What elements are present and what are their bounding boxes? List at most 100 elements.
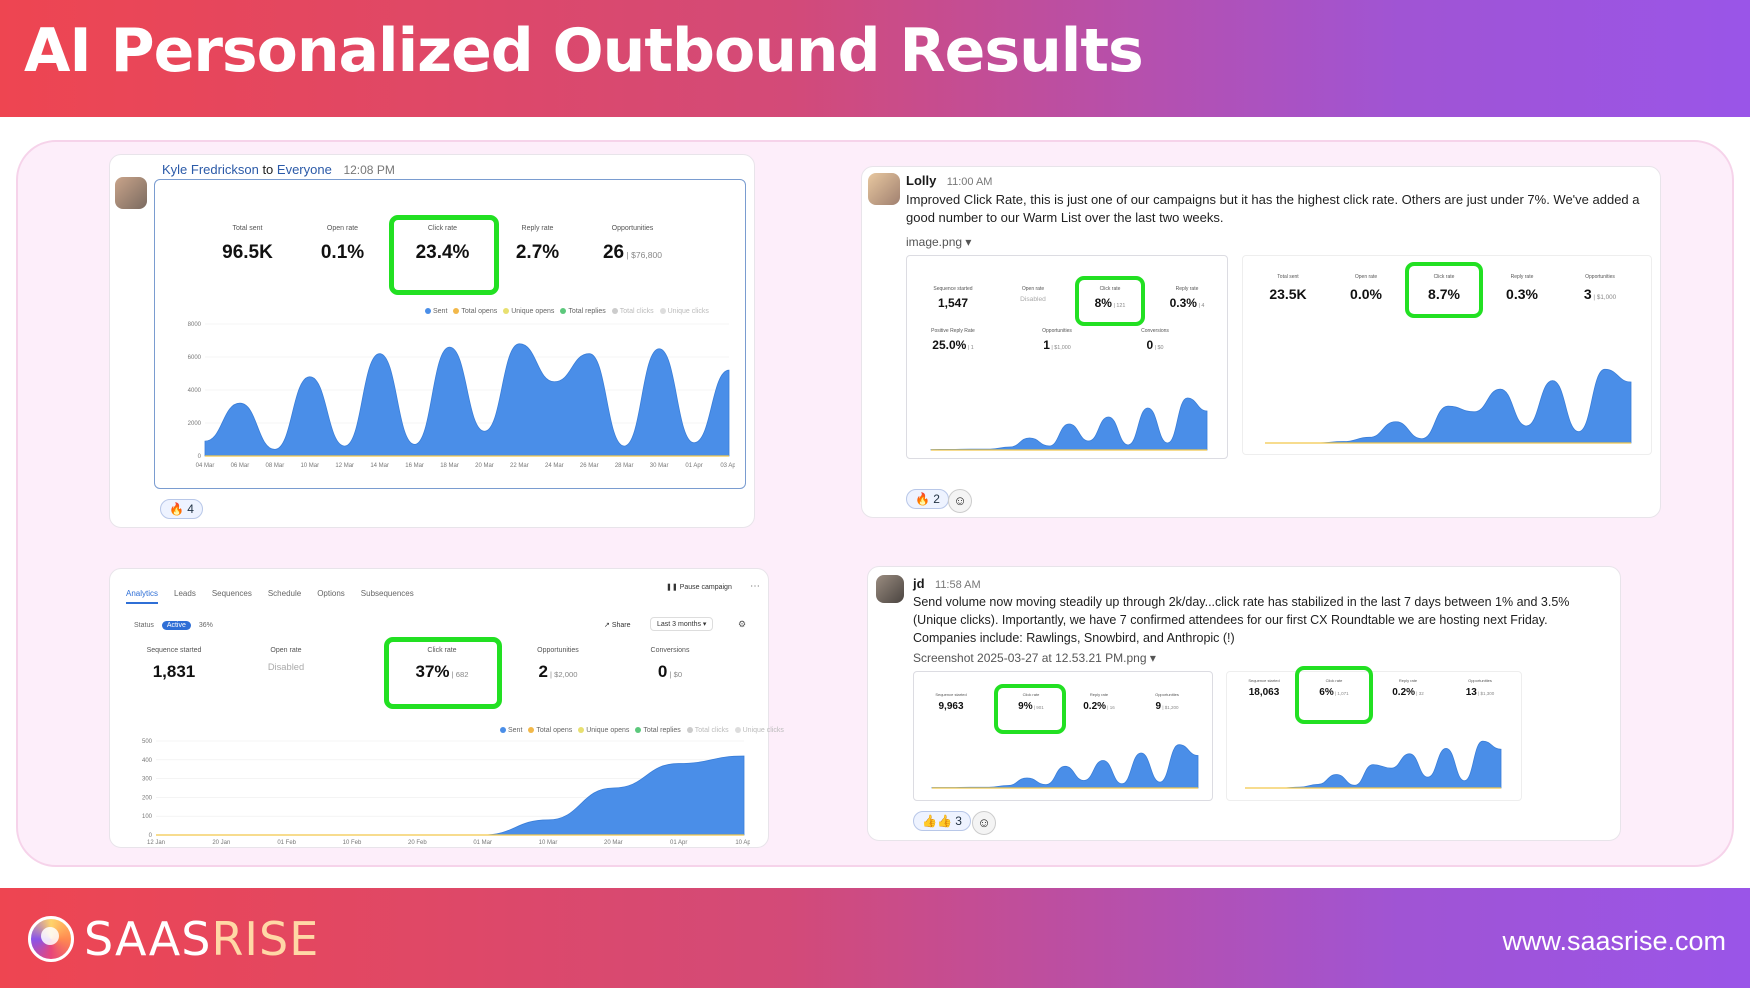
analytics-screenshot-left[interactable]: Sequence started 9,963 Click rate 9% | 901 R…: [913, 671, 1213, 801]
share-button[interactable]: ↗ Share: [604, 622, 631, 629]
metric-reply-rate: Reply rate 2.7%: [490, 225, 585, 264]
more-icon[interactable]: ⋯: [750, 581, 760, 592]
x-tick-label: 14 Mar: [370, 463, 389, 469]
metric-label: Total sent: [1277, 274, 1299, 280]
legend-total-clicks[interactable]: Total clicks: [686, 727, 729, 734]
analytics-screenshot[interactable]: Total sent 96.5K Open rate 0.1% Click rate 23…: [154, 179, 746, 489]
x-tick-label: 26 Mar: [580, 463, 599, 469]
sent-area-chart: 0 100 200 300 400 500 12 Jan 20 Jan 01 Feb 10 Feb…: [142, 739, 750, 846]
metric-sub: | 16: [1106, 705, 1115, 710]
metric-value: 6% | 1,071: [1319, 687, 1349, 698]
metric-label: Conversions: [650, 647, 690, 654]
avatar: [868, 173, 900, 205]
analytics-screenshot-right[interactable]: Total sent 23.5K Open rate 0.0% Click rate 8.…: [1242, 255, 1652, 455]
y-tick-label: 200: [142, 795, 153, 801]
metric-conversions: Conversions 0 | $0: [1115, 328, 1195, 352]
metric-value: 3 | $1,000: [1583, 286, 1617, 302]
metric-label: Click rate: [1099, 286, 1121, 292]
tab-analytics[interactable]: Analytics: [126, 589, 159, 604]
x-tick-label: 01 Apr: [670, 840, 687, 846]
sent-area-chart: [930, 397, 1208, 451]
click-rate-highlight: [1405, 262, 1483, 318]
y-tick-label: 500: [142, 739, 153, 745]
add-reaction-icon[interactable]: ☺: [972, 811, 996, 835]
legend-unique-clicks[interactable]: Unique clicks: [734, 727, 784, 734]
thumbs-up-reaction[interactable]: 👍👍 3: [913, 811, 971, 831]
tab-subsequences[interactable]: Subsequences: [360, 589, 414, 598]
metric-value: 1,831: [152, 662, 196, 681]
legend-sent[interactable]: Sent: [425, 308, 447, 315]
legend-total-replies[interactable]: Total replies: [560, 308, 606, 315]
pause-campaign-button[interactable]: ❚❚ Pause campaign: [666, 584, 732, 591]
add-reaction-icon[interactable]: ☺: [948, 489, 972, 513]
pause-icon: ❚❚: [666, 584, 680, 591]
tab-schedule[interactable]: Schedule: [267, 589, 302, 598]
date-range-select[interactable]: Last 3 months ▾: [650, 617, 714, 631]
metric-click-rate: Click rate 6% | 1,071: [1299, 678, 1369, 698]
y-tick-label: 8000: [188, 322, 202, 328]
attachment-name[interactable]: Screenshot 2025-03-27 at 12.53.21 PM.png…: [913, 651, 1156, 665]
tab-options[interactable]: Options: [317, 589, 345, 598]
x-tick-label: 16 Mar: [405, 463, 424, 469]
x-tick-label: 20 Feb: [408, 840, 427, 846]
metric-positive-reply-rate: Positive Reply Rate 25.0% | 1: [913, 328, 993, 352]
tab-leads[interactable]: Leads: [174, 589, 196, 598]
metric-value: 0 | $0: [657, 662, 683, 681]
metric-label: Reply rate: [1398, 678, 1418, 683]
metric-value: 0.3%: [1506, 286, 1538, 302]
metric-value: 9 | $1,200: [1155, 701, 1179, 712]
metric-sub: | 682: [449, 670, 469, 679]
chevron-down-icon[interactable]: ▾: [1149, 651, 1156, 665]
metric-value: 0.0%: [1350, 286, 1382, 302]
analytics-screenshot-right[interactable]: Sequence started 18,063 Click rate 6% | 1,0…: [1226, 666, 1522, 801]
legend-total-opens[interactable]: Total opens: [453, 308, 497, 315]
x-tick-label: 10 Apr: [735, 840, 750, 846]
x-tick-label: 10 Mar: [539, 840, 558, 846]
sent-area-chart: 0 2000 4000 6000 8000 04 Mar 06 Mar 08 Mar 10 Ma…: [188, 322, 735, 469]
attachment-name[interactable]: image.png ▾: [906, 235, 972, 249]
metric-label: Click rate: [427, 225, 458, 232]
metric-label: Reply rate: [1089, 692, 1109, 697]
website-url[interactable]: www.saasrise.com: [1502, 926, 1726, 956]
metric-sub: | 4: [1196, 303, 1205, 309]
author-name[interactable]: Kyle Fredrickson: [162, 162, 259, 177]
metric-label: Reply rate: [1510, 274, 1534, 280]
metric-click-rate: Click rate 23.4%: [395, 225, 490, 264]
avatar: [115, 177, 147, 209]
legend-total-clicks[interactable]: Total clicks: [611, 308, 654, 315]
metric-label: Opportunities: [1042, 328, 1072, 334]
metric-value: 0.1%: [320, 242, 365, 263]
metric-sub: | 1: [966, 345, 974, 351]
x-tick-label: 20 Mar: [604, 840, 623, 846]
metric-label: Reply rate: [1175, 286, 1199, 292]
campaign-analytics: Analytics Leads Sequences Schedule Options Su…: [109, 568, 784, 848]
metric-sub: | $1,000: [1591, 294, 1617, 301]
metric-label: Positive Reply Rate: [931, 328, 975, 334]
metric-value: 9% | 901: [1018, 701, 1044, 712]
author-name[interactable]: jd: [913, 576, 925, 591]
metric-value: 23.4%: [415, 242, 470, 263]
audience-name[interactable]: Everyone: [276, 162, 332, 177]
metric-label: Open rate: [270, 647, 302, 654]
x-tick-label: 18 Mar: [440, 463, 459, 469]
legend-unique-opens[interactable]: Unique opens: [503, 308, 554, 315]
tab-sequences[interactable]: Sequences: [211, 589, 252, 598]
gear-icon[interactable]: ⚙: [738, 619, 747, 629]
status-badge[interactable]: Active: [161, 621, 191, 630]
metric-click-rate: Click rate 9% | 901: [996, 692, 1066, 712]
metric-sub: | $76,800: [624, 250, 662, 260]
metric-value: 0.3% | 4: [1169, 296, 1205, 310]
legend-total-replies[interactable]: Total replies: [635, 727, 681, 734]
legend-sent[interactable]: Sent: [500, 727, 522, 734]
legend-total-opens[interactable]: Total opens: [528, 727, 572, 734]
fire-reaction[interactable]: 🔥 2: [906, 489, 949, 509]
legend-unique-clicks[interactable]: Unique clicks: [659, 308, 709, 315]
legend-unique-opens[interactable]: Unique opens: [578, 727, 629, 734]
author-name[interactable]: Lolly: [906, 173, 937, 188]
post-time: 11:00 AM: [946, 176, 993, 188]
fire-reaction[interactable]: 🔥 4: [160, 499, 203, 519]
footer-banner: SAASRISE www.saasrise.com: [0, 888, 1750, 988]
click-rate-highlight: [1075, 276, 1145, 326]
analytics-screenshot-left[interactable]: Sequence started 1,547 Open rate Disabled Cl…: [906, 255, 1228, 459]
chevron-down-icon[interactable]: ▾: [965, 235, 972, 249]
